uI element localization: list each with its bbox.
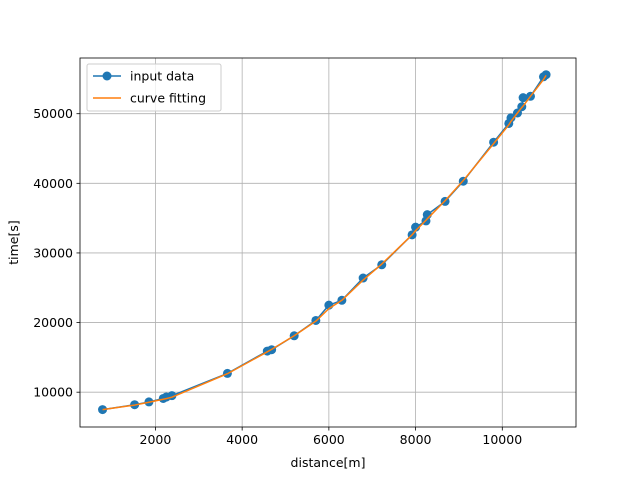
- legend-entry: input data: [93, 69, 194, 84]
- plot-frame: [79, 57, 577, 428]
- legend-entry: curve fitting: [93, 91, 206, 106]
- data-point: [506, 113, 516, 123]
- legend-label: curve fitting: [130, 91, 206, 106]
- ticks: 2000 4000 6000 8000 10000 10000 20000 30000 4000…: [33, 106, 522, 447]
- data-point: [518, 93, 528, 103]
- data-point: [98, 405, 108, 415]
- x-tick-label: 10000: [482, 432, 522, 447]
- legend-marker: [102, 71, 112, 81]
- x-tick-label: 4000: [226, 432, 258, 447]
- x-tick-label: 2000: [140, 432, 172, 447]
- grid: [80, 58, 576, 427]
- series-curve-fitting: [102, 75, 547, 411]
- y-tick-label: 30000: [33, 245, 73, 260]
- series-line: [102, 75, 547, 411]
- legend-entries: input data curve fitting: [93, 69, 206, 106]
- x-tick-label: 8000: [400, 432, 432, 447]
- y-tick-label: 20000: [33, 315, 73, 330]
- y-axis-label: time[s]: [6, 220, 21, 265]
- series-layer: [98, 70, 551, 415]
- data-point: [358, 273, 368, 283]
- y-tick-label: 50000: [33, 106, 73, 121]
- legend: input data curve fitting: [86, 63, 222, 112]
- y-tick-label: 40000: [33, 176, 73, 191]
- x-tick-label: 6000: [313, 432, 345, 447]
- y-tick-label: 10000: [33, 385, 73, 400]
- data-point: [541, 70, 551, 80]
- legend-label: input data: [130, 69, 194, 84]
- x-axis-label: distance[m]: [291, 455, 366, 470]
